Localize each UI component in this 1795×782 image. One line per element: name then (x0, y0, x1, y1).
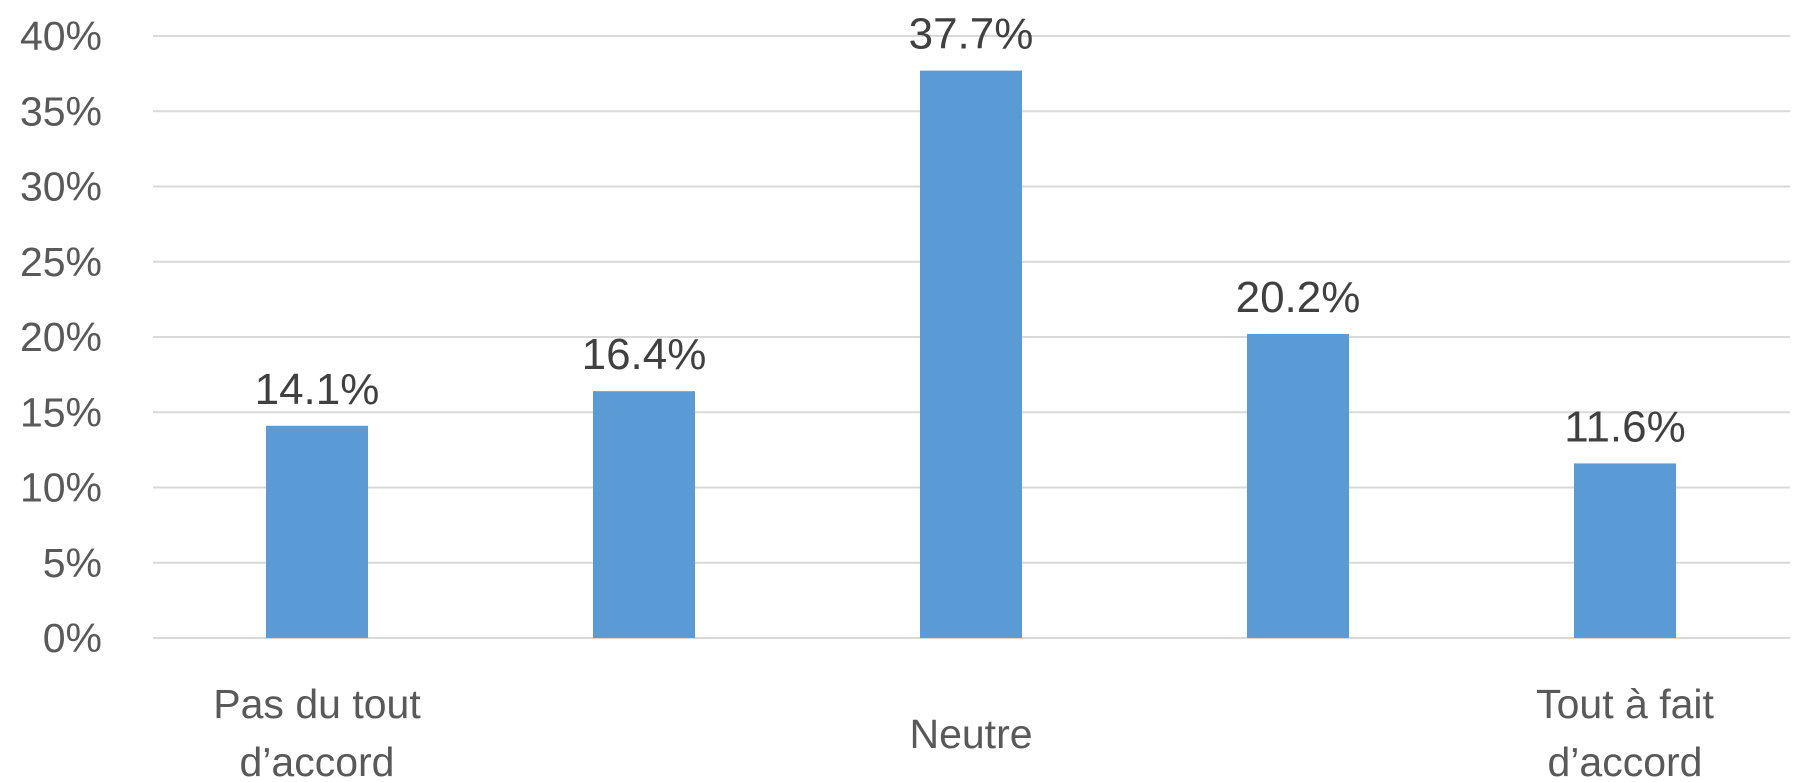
x-axis-categories: Pas du tout d’accord Neutre Tout à fait d’ac… (213, 681, 1714, 782)
category-label-5: Tout à fait (1536, 681, 1714, 727)
y-tick-label: 5% (43, 540, 102, 586)
y-tick-label: 25% (20, 239, 102, 285)
category-label-1: d’accord (240, 739, 395, 782)
data-label-4: 20.2% (1236, 273, 1361, 322)
y-axis-ticks: 0% 5% 10% 15% 20% 25% 30% 35% 40% (20, 13, 102, 661)
category-label-3: Neutre (909, 711, 1032, 757)
y-tick-label: 0% (43, 615, 102, 661)
data-label-2: 16.4% (582, 330, 707, 379)
y-tick-label: 40% (20, 13, 102, 59)
bar-1 (266, 425, 368, 638)
bar-2 (593, 391, 695, 638)
y-tick-label: 30% (20, 164, 102, 210)
bar-4 (1247, 333, 1349, 638)
y-tick-label: 15% (20, 389, 102, 435)
y-tick-label: 10% (20, 465, 102, 511)
y-tick-label: 20% (20, 314, 102, 360)
data-label-1: 14.1% (255, 365, 380, 414)
category-label-1: Pas du tout (213, 681, 421, 727)
data-label-5: 11.6% (1564, 402, 1686, 451)
bar-5 (1574, 463, 1676, 638)
y-tick-label: 35% (20, 88, 102, 134)
category-label-5: d’accord (1548, 739, 1703, 782)
bar-3 (920, 70, 1022, 639)
data-label-3: 37.7% (909, 10, 1034, 59)
bars (266, 70, 1676, 639)
data-labels: 14.1% 16.4% 37.7% 20.2% 11.6% (255, 10, 1686, 452)
